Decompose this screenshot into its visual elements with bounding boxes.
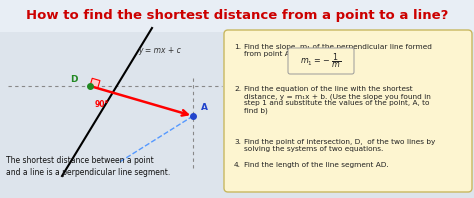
Text: Find the length of the line segment AD.: Find the length of the line segment AD. [244,162,389,168]
Bar [0,0,474,32]
Text: $m_1 = -\dfrac{1}{m}$: $m_1 = -\dfrac{1}{m}$ [301,52,342,70]
Text: How to find the shortest distance from a point to a line?: How to find the shortest distance from a… [26,10,448,23]
Text: A: A [201,103,208,112]
Text: Find the slope, m₁ of the perpendicular line formed
from point A.: Find the slope, m₁ of the perpendicular … [244,44,432,57]
Text: Find the point of intersection, D,  of the two lines by
solving the systems of t: Find the point of intersection, D, of th… [244,139,436,152]
Text: The shortest distance between a point
and a line is a perpendicular line segment: The shortest distance between a point an… [6,156,170,177]
Text: 4.: 4. [234,162,241,168]
Text: y = mx + c: y = mx + c [138,46,181,55]
FancyBboxPatch shape [288,48,354,74]
Text: 2.: 2. [234,86,241,92]
Text: 1.: 1. [234,44,241,50]
FancyBboxPatch shape [224,30,472,192]
Text: D: D [71,75,78,84]
Polygon shape [90,78,100,88]
Text: 3.: 3. [234,139,241,145]
Text: Find the equation of the line with the shortest
distance, y = m₁x + b. (Use the : Find the equation of the line with the s… [244,86,431,114]
Text: 90°: 90° [95,100,109,109]
